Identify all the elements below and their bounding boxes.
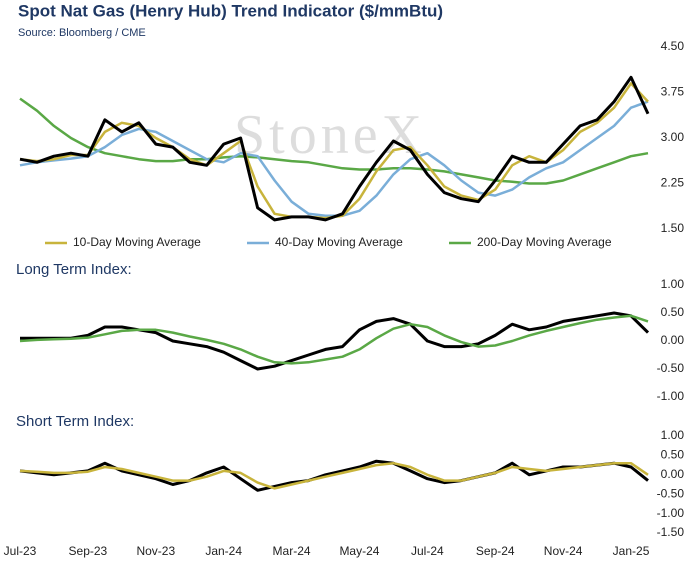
y-tick-label: -1.00 [657, 506, 685, 520]
x-tick-label: Jan-25 [613, 544, 650, 558]
y-tick-label: 0.50 [661, 448, 685, 462]
y-tick-label: 1.00 [661, 428, 685, 442]
y-tick-label: 2.25 [661, 176, 685, 190]
legend-label: 10-Day Moving Average [73, 235, 201, 249]
y-tick-label: -0.50 [657, 361, 685, 375]
chart-title: Spot Nat Gas (Henry Hub) Trend Indicator… [18, 1, 443, 20]
x-tick-label: Jul-23 [4, 544, 37, 558]
y-tick-label: 1.00 [661, 277, 685, 291]
x-tick-label: Sep-23 [69, 544, 108, 558]
series-line [19, 97, 649, 185]
y-tick-label: -1.00 [657, 389, 685, 403]
x-tick-label: Nov-24 [544, 544, 583, 558]
x-tick-label: Jul-24 [411, 544, 444, 558]
x-tick-label: Jan-24 [205, 544, 242, 558]
x-tick-label: Sep-24 [476, 544, 515, 558]
y-tick-label: -1.50 [657, 525, 685, 539]
y-tick-label: 0.00 [661, 467, 685, 481]
series-line [19, 461, 649, 490]
chart-subtitle: Source: Bloomberg / CME [18, 27, 146, 39]
y-tick-label: 0.00 [661, 333, 685, 347]
watermark: StoneX [234, 104, 426, 166]
series-line [20, 311, 650, 371]
y-tick-label: 3.00 [661, 130, 685, 144]
x-tick-label: May-24 [339, 544, 379, 558]
series-line [19, 75, 650, 222]
y-tick-label: -0.50 [657, 486, 685, 500]
x-tick-label: Mar-24 [273, 544, 311, 558]
y-tick-label: 1.50 [661, 221, 685, 235]
series-line [19, 314, 649, 365]
legend-label: 200-Day Moving Average [477, 235, 612, 249]
y-tick-label: 0.50 [661, 305, 685, 319]
y-tick-label: 3.75 [661, 85, 685, 99]
x-tick-label: Nov-23 [136, 544, 175, 558]
panel-title: Long Term Index: [16, 261, 132, 278]
y-tick-label: 4.50 [661, 39, 685, 53]
panel-title: Short Term Index: [16, 413, 134, 430]
legend-label: 40-Day Moving Average [275, 235, 403, 249]
